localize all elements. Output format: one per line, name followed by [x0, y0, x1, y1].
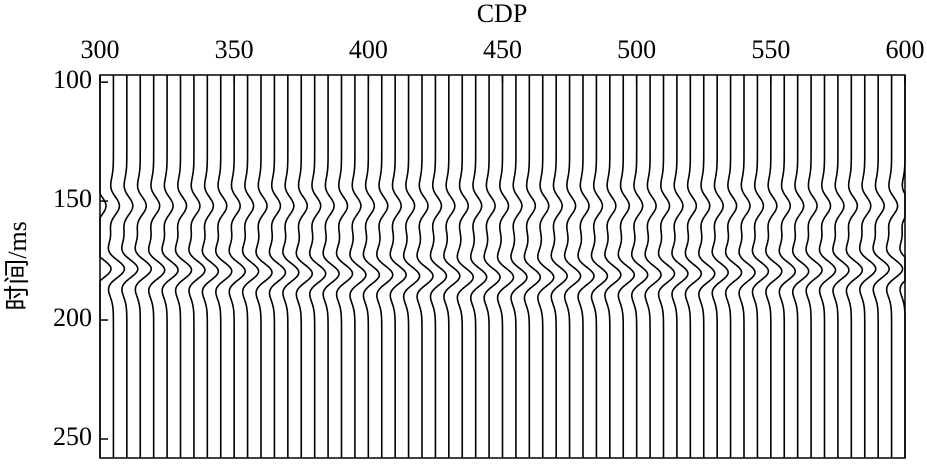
trace [416, 75, 434, 458]
trace [644, 75, 662, 458]
y-tick-label: 150 [53, 184, 92, 213]
trace [791, 75, 810, 458]
trace [496, 75, 515, 458]
trace [483, 75, 501, 458]
x-tick-label: 350 [215, 35, 254, 64]
trace [188, 75, 206, 458]
trace [684, 75, 703, 458]
trace [295, 75, 314, 458]
trace [456, 75, 475, 458]
y-tick-label: 250 [53, 422, 92, 451]
trace [322, 75, 340, 458]
trace [590, 75, 609, 458]
x-tick-label: 500 [617, 35, 656, 64]
trace [778, 75, 797, 458]
trace [389, 75, 407, 458]
trace [805, 75, 823, 458]
y-axis-label: 时间/ms [3, 221, 32, 311]
trace [617, 75, 636, 458]
trace [241, 75, 260, 458]
trace [201, 75, 220, 458]
trace [845, 75, 864, 458]
trace [161, 75, 179, 458]
trace [577, 75, 595, 458]
trace [711, 75, 729, 458]
trace [765, 75, 783, 458]
trace [107, 75, 126, 458]
trace [550, 75, 568, 458]
trace [121, 75, 139, 458]
trace [174, 75, 193, 458]
trace [738, 75, 756, 458]
trace [671, 75, 689, 458]
x-tick-label: 450 [483, 35, 522, 64]
trace [818, 75, 837, 458]
trace [255, 75, 273, 458]
x-tick-label: 400 [349, 35, 388, 64]
trace [308, 75, 327, 458]
trace [604, 75, 622, 458]
trace [268, 75, 287, 458]
trace [630, 75, 649, 458]
y-tick-label: 100 [53, 65, 92, 94]
x-tick-label: 550 [751, 35, 790, 64]
trace [335, 75, 354, 458]
trace [698, 75, 716, 458]
x-tick-label: 300 [81, 35, 120, 64]
trace [402, 75, 421, 458]
trace [523, 75, 542, 458]
trace [429, 75, 448, 458]
trace [872, 75, 890, 458]
trace [469, 75, 488, 458]
y-tick-label: 200 [53, 303, 92, 332]
trace [228, 75, 246, 458]
trace [99, 75, 112, 458]
trace [362, 75, 381, 458]
trace [858, 75, 877, 458]
trace [657, 75, 676, 458]
trace [510, 75, 528, 458]
trace [443, 75, 461, 458]
trace [147, 75, 166, 458]
x-tick-label: 600 [886, 35, 925, 64]
trace [134, 75, 153, 458]
trace [751, 75, 770, 458]
trace [214, 75, 233, 458]
trace [563, 75, 582, 458]
trace [376, 75, 394, 458]
trace [282, 75, 300, 458]
trace [885, 75, 904, 458]
chart-title: CDP [477, 0, 528, 28]
trace [724, 75, 743, 458]
trace [832, 75, 850, 458]
trace [349, 75, 367, 458]
trace [537, 75, 555, 458]
